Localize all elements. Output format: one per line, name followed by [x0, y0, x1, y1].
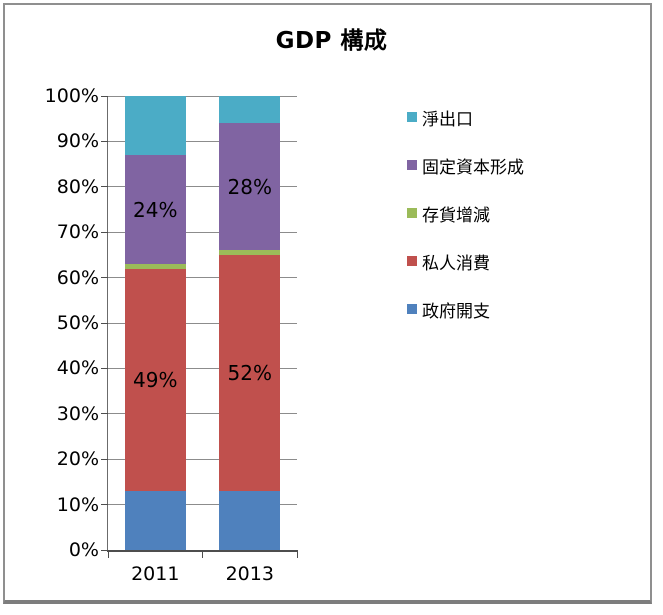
- x-axis-tick: [202, 552, 203, 558]
- legend-item: 私人消費: [407, 250, 524, 274]
- y-axis-tick: [101, 277, 108, 279]
- x-axis-tick: [296, 552, 298, 558]
- y-axis-tick: [101, 186, 108, 188]
- bar-segment-固定資本形成-2011: [124, 155, 186, 264]
- x-axis-line: [107, 550, 298, 552]
- legend-swatch-icon: [407, 160, 417, 170]
- data-label-固定資本形成-2013: 28%: [227, 174, 272, 199]
- x-axis-category-label: 2013: [225, 563, 274, 585]
- gridline: [108, 140, 297, 142]
- gridline: [108, 186, 297, 188]
- y-axis-label: 70%: [56, 221, 99, 244]
- gridline: [108, 504, 297, 506]
- gridline: [108, 277, 297, 279]
- data-label-私人消費-2011: 49%: [133, 367, 178, 392]
- y-axis-label: 10%: [56, 493, 99, 516]
- bar-segment-私人消費-2011: [124, 268, 186, 491]
- legend-label: 政府開支: [422, 301, 490, 322]
- y-axis-tick: [101, 231, 108, 233]
- legend-swatch-icon: [407, 256, 417, 266]
- legend-swatch-icon: [407, 304, 417, 314]
- y-axis-label: 60%: [56, 266, 99, 289]
- y-axis-label: 20%: [56, 448, 99, 471]
- legend-item: 存貨增減: [407, 202, 524, 226]
- chart-outer-border: [3, 3, 652, 604]
- bar-segment-私人消費-2013: [219, 254, 281, 491]
- chart-title: GDP 構成: [275, 28, 388, 54]
- data-label-固定資本形成-2011: 24%: [133, 197, 178, 222]
- y-axis-tick: [101, 367, 108, 369]
- legend-item: 政府開支: [407, 298, 524, 322]
- legend-label: 私人消費: [422, 253, 490, 274]
- legend-swatch-icon: [407, 112, 417, 122]
- legend-item: 固定資本形成: [407, 154, 524, 178]
- legend-item: 淨出口: [407, 106, 524, 130]
- gridline: [108, 367, 297, 369]
- y-axis-tick: [101, 458, 108, 460]
- y-axis-tick: [101, 322, 108, 324]
- y-axis-tick: [101, 549, 108, 551]
- gridline: [108, 413, 297, 415]
- y-axis-tick: [101, 95, 108, 97]
- gridline: [108, 458, 297, 460]
- bar-segment-存貨增減-2011: [124, 263, 186, 269]
- x-axis-category-label: 2011: [131, 563, 180, 585]
- y-axis-label: 90%: [56, 130, 99, 153]
- bar-segment-固定資本形成-2013: [219, 123, 281, 251]
- y-axis-label: 100%: [44, 85, 99, 107]
- bar-segment-政府開支-2011: [124, 490, 186, 550]
- y-axis-tick: [101, 140, 108, 142]
- bar-segment-淨出口-2013: [219, 96, 281, 124]
- y-axis-label: 40%: [56, 357, 99, 380]
- legend-label: 存貨增減: [422, 205, 490, 226]
- y-axis-label: 50%: [56, 312, 99, 334]
- bar-segment-政府開支-2013: [219, 490, 281, 550]
- bar-segment-存貨增減-2013: [219, 250, 281, 255]
- y-axis-tick: [101, 504, 108, 506]
- data-label-私人消費-2013: 52%: [227, 360, 272, 385]
- legend-label: 淨出口: [422, 109, 473, 130]
- y-axis-label: 80%: [56, 175, 99, 198]
- legend: 淨出口固定資本形成 存貨增減私人消費政府開支: [407, 106, 524, 346]
- bar-segment-淨出口-2011: [124, 96, 186, 156]
- y-axis-tick: [101, 413, 108, 415]
- legend-swatch-icon: [407, 208, 417, 218]
- gridline: [108, 95, 297, 97]
- legend-label: 固定資本形成: [422, 157, 524, 178]
- plot-area: 0% 10% 20% 30% 40% 50% 60% 70% 80% 90% 100% 49% 24% 2…: [45, 85, 298, 585]
- y-axis-line: [107, 96, 108, 551]
- x-axis-tick: [107, 552, 109, 558]
- y-axis-label: 30%: [56, 402, 99, 425]
- y-axis-label: 0%: [68, 539, 99, 561]
- gridline: [108, 231, 297, 233]
- gridline: [108, 322, 297, 324]
